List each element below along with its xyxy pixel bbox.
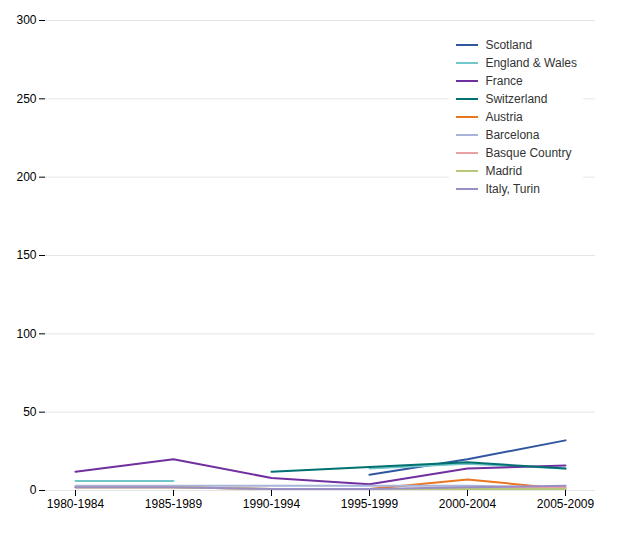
html-text:Italy, Turin: Italy, Turin xyxy=(485,182,540,196)
html-text:Madrid: Madrid xyxy=(485,164,523,178)
svg-text:1980-1984: 1980-1984 xyxy=(47,497,105,511)
html-text:France: France xyxy=(485,74,523,88)
svg-text:250: 250 xyxy=(16,92,36,106)
html-text:Scotland: Scotland xyxy=(485,38,533,52)
svg-text:200: 200 xyxy=(16,170,36,184)
svg-text:1995-1999: 1995-1999 xyxy=(341,497,399,511)
svg-text:0: 0 xyxy=(30,483,37,497)
html-text:Switzerland: Switzerland xyxy=(485,92,548,106)
svg-text:50: 50 xyxy=(23,405,37,419)
html-text:Austria: Austria xyxy=(485,110,523,124)
svg-text:1985-1989: 1985-1989 xyxy=(145,497,203,511)
svg-text:2000-2004: 2000-2004 xyxy=(439,497,497,511)
html-text:Basque Country: Basque Country xyxy=(485,146,572,160)
svg-text:100: 100 xyxy=(16,327,36,341)
svg-text:2005-2009: 2005-2009 xyxy=(537,497,595,511)
html-text:Barcelona: Barcelona xyxy=(485,128,540,142)
svg-text:1990-1994: 1990-1994 xyxy=(243,497,301,511)
svg-text:150: 150 xyxy=(16,248,36,262)
svg-text:300: 300 xyxy=(16,13,36,27)
html-text:England & Wales: England & Wales xyxy=(485,56,577,70)
